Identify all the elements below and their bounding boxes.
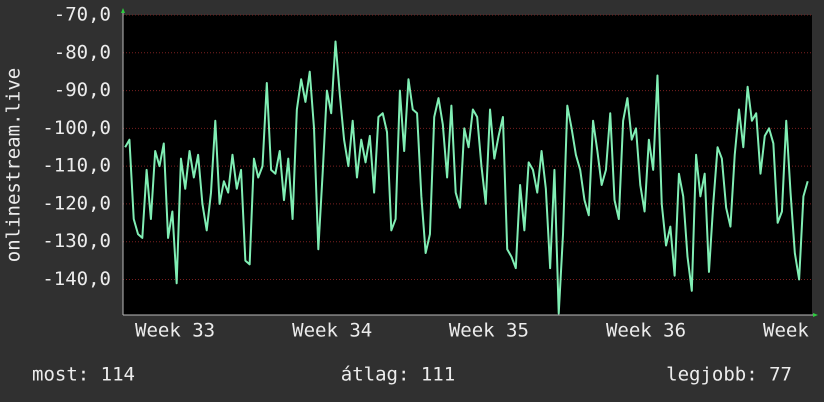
x-tick-label: Week 35 bbox=[449, 320, 529, 342]
y-arrow bbox=[121, 8, 125, 13]
series-line bbox=[124, 40, 809, 315]
x-tick-label: Week 36 bbox=[606, 320, 686, 342]
x-tick-label: Week bbox=[763, 320, 809, 342]
average-stat: átlag: 111 bbox=[341, 364, 455, 386]
current-stat: most: 114 bbox=[32, 364, 135, 386]
y-tick-label: -90,0 bbox=[54, 79, 111, 101]
x-tick-label: Week 33 bbox=[135, 320, 215, 342]
y-tick-label: -100,0 bbox=[42, 117, 111, 139]
y-tick-label: -120,0 bbox=[42, 192, 111, 214]
grid bbox=[123, 14, 812, 280]
y-tick-label: -80,0 bbox=[54, 41, 111, 63]
ticks: -70,0 -80,0 -90,0 -100,0 -110,0 -120,0 -130,0 -… bbox=[42, 4, 809, 342]
y-tick-label: -140,0 bbox=[42, 268, 111, 290]
y-tick-label: -110,0 bbox=[42, 155, 111, 177]
y-tick-label: -130,0 bbox=[42, 230, 111, 252]
y-axis-label: onlinestream.live bbox=[3, 68, 25, 262]
lines bbox=[124, 40, 809, 315]
x-arrow bbox=[813, 313, 818, 317]
y-tick-label: -70,0 bbox=[54, 4, 111, 26]
x-tick-label: Week 34 bbox=[292, 320, 372, 342]
best-stat: legjobb: 77 bbox=[666, 364, 792, 386]
